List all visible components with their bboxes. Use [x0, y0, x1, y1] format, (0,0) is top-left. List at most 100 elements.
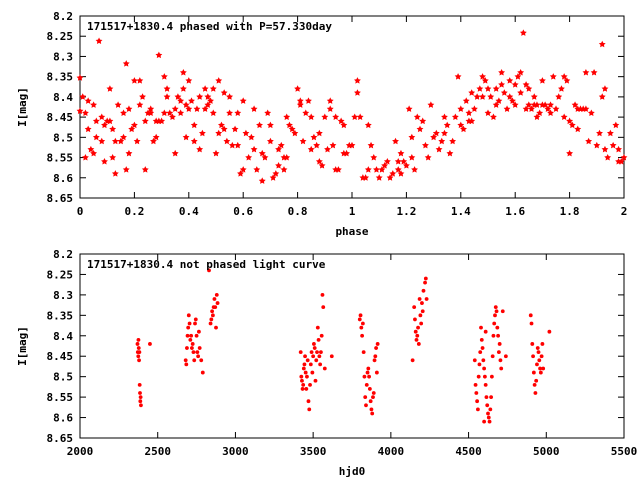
data-point — [441, 113, 448, 121]
data-point — [138, 391, 142, 395]
data-point — [312, 346, 317, 350]
y-axis-label: I[mag] — [16, 326, 29, 366]
data-point — [438, 137, 446, 145]
data-point — [601, 85, 609, 92]
data-point — [420, 309, 425, 314]
data-point — [82, 153, 89, 161]
y-tick-label: 8.2 — [53, 10, 73, 23]
data-point — [491, 333, 496, 338]
y-tick-label: 8.4 — [53, 91, 73, 104]
data-point — [98, 137, 106, 145]
x-tick-label: 1.6 — [505, 205, 525, 218]
data-point — [394, 158, 402, 165]
data-point — [201, 85, 209, 92]
data-point — [179, 69, 187, 76]
data-point — [412, 305, 417, 310]
data-point — [378, 166, 386, 173]
data-point — [367, 387, 372, 391]
data-point — [106, 85, 114, 92]
data-point — [319, 350, 323, 355]
data-point — [457, 121, 465, 129]
data-point — [122, 166, 130, 173]
x-tick-label: 5000 — [533, 445, 560, 458]
data-point — [417, 297, 422, 301]
data-point — [213, 305, 218, 310]
data-point — [479, 73, 486, 80]
data-point — [405, 105, 413, 112]
data-point — [228, 141, 236, 149]
data-point — [193, 321, 197, 326]
data-point — [522, 81, 530, 88]
data-point — [541, 366, 546, 371]
data-point — [311, 354, 316, 359]
data-point — [361, 350, 366, 355]
data-point — [136, 346, 141, 350]
data-point — [413, 113, 421, 121]
data-point — [351, 113, 359, 121]
data-point — [190, 342, 195, 346]
data-point — [620, 153, 628, 161]
y-tick-label: 8.3 — [53, 50, 73, 63]
data-point — [364, 382, 369, 387]
data-point — [231, 125, 239, 133]
data-point — [84, 97, 92, 104]
chart-title: 171517+1830.4 phased with P=57.330day — [87, 20, 332, 33]
data-point — [359, 325, 364, 330]
data-point — [152, 133, 160, 141]
plot-frame — [79, 15, 625, 199]
data-point — [321, 113, 329, 121]
data-point — [369, 407, 374, 412]
data-point — [468, 117, 476, 125]
data-point — [195, 350, 200, 355]
data-point — [250, 105, 258, 112]
data-point — [92, 117, 100, 125]
data-point — [482, 374, 487, 379]
x-tick-label: 2000 — [67, 445, 94, 458]
data-point — [421, 288, 426, 293]
data-point — [291, 129, 299, 137]
x-tick-label: 4500 — [455, 445, 482, 458]
data-point — [111, 137, 119, 145]
data-point — [538, 370, 543, 375]
data-point — [484, 395, 489, 400]
data-point — [419, 321, 424, 326]
data-point — [364, 121, 372, 129]
data-point — [196, 145, 204, 153]
data-point — [301, 366, 306, 371]
data-point — [601, 145, 609, 153]
data-point — [375, 174, 383, 181]
data-point — [486, 411, 490, 416]
data-point — [383, 158, 391, 165]
data-point — [191, 350, 196, 355]
y-tick-label: 8.25 — [47, 30, 74, 43]
data-point — [315, 158, 323, 165]
data-point — [294, 85, 302, 92]
data-point — [590, 69, 598, 76]
data-point — [419, 117, 427, 125]
data-point — [204, 101, 212, 108]
data-point — [500, 89, 508, 96]
data-point — [497, 342, 502, 346]
data-point — [474, 391, 479, 395]
y-tick-label: 8.25 — [47, 268, 74, 281]
data-point — [530, 93, 538, 100]
data-point — [560, 73, 568, 80]
data-point — [223, 137, 231, 145]
data-point — [128, 125, 136, 133]
data-point — [482, 419, 487, 424]
data-point — [531, 354, 535, 359]
data-point — [496, 350, 501, 355]
data-point — [317, 354, 322, 359]
data-point — [185, 333, 190, 338]
x-tick-label: 0.2 — [124, 205, 144, 218]
data-point — [482, 366, 487, 371]
data-point — [136, 77, 144, 84]
data-point — [189, 333, 194, 338]
data-point — [114, 101, 122, 108]
data-point — [239, 166, 247, 173]
data-point — [381, 162, 389, 169]
data-point — [148, 342, 152, 346]
data-point — [493, 305, 498, 310]
data-point — [303, 370, 308, 375]
